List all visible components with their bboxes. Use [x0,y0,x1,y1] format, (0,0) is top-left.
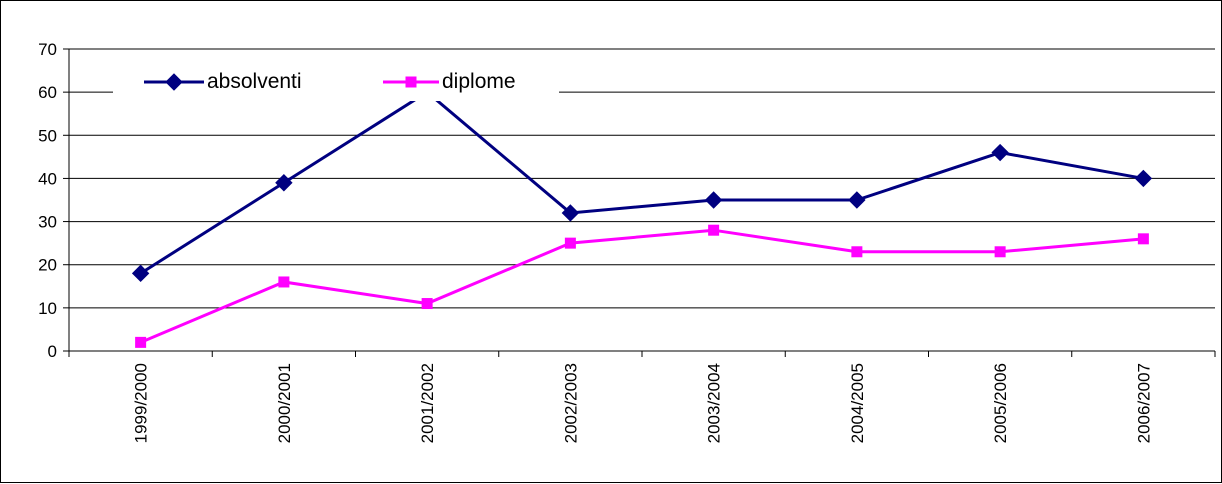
data-point-absolventi [131,264,150,283]
x-tick-label: 2002/2003 [561,363,580,443]
x-tick-label: 2003/2004 [705,363,724,443]
data-point-absolventi [848,191,866,209]
y-axis-tick-labels: 0 10 20 30 40 50 60 70 [38,40,57,361]
data-point-diplome [564,237,576,249]
data-point-absolventi [561,204,580,222]
series-line-absolventi [139,90,1144,275]
y-tick-label: 20 [38,256,57,275]
x-tick-label: 2005/2006 [991,363,1010,443]
data-point-diplome [994,246,1006,258]
x-tick-label: 2004/2005 [848,363,867,443]
y-tick-label: 0 [48,342,57,361]
x-tick-label: 1999/2000 [132,363,151,443]
series-diplome [135,224,1149,348]
data-point-absolventi [704,191,723,209]
axes [63,48,1216,357]
data-point-absolventi [1134,169,1153,188]
x-tick-label: 2006/2007 [1134,363,1153,443]
y-tick-label: 30 [38,213,57,232]
y-tick-label: 70 [38,40,57,59]
x-axis-tick-labels: 1999/2000 2000/2001 2001/2002 2002/2003 2003… [132,363,1154,443]
data-point-diplome [851,246,863,258]
series-lines [131,83,1153,348]
data-point-diplome [708,224,720,236]
x-tick-label: 2001/2002 [418,363,437,443]
data-point-absolventi [991,143,1009,162]
y-tick-label: 40 [38,169,57,188]
y-tick-label: 60 [38,83,57,102]
legend-label-diplome: diplome [442,70,516,93]
data-point-diplome [278,276,290,288]
legend-marker-diplome [405,76,417,88]
legend-marker-absolventi [165,73,183,91]
y-tick-label: 10 [38,299,57,318]
legend-item-diplome: diplome [383,70,516,93]
data-point-diplome [421,298,433,310]
y-tick-label: 50 [38,126,57,145]
legend-background [113,67,559,101]
data-point-diplome [1137,233,1149,245]
legend-label-absolventi: absolventi [207,70,302,93]
series-line-diplome [140,228,1144,344]
legend: absolventi diplome [113,67,559,101]
data-point-diplome [135,336,147,348]
x-tick-label: 2000/2001 [275,363,294,443]
series-absolventi [131,83,1153,283]
data-point-absolventi [275,174,293,192]
legend-item-absolventi: absolventi [144,70,302,93]
